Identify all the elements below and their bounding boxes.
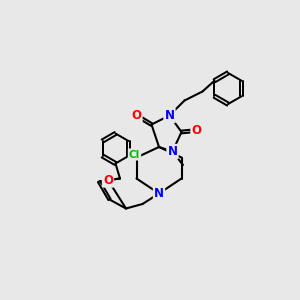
Text: N: N [164,109,175,122]
Text: Cl: Cl [129,149,140,160]
Text: O: O [131,109,142,122]
Text: N: N [154,187,164,200]
Text: O: O [103,173,113,187]
Text: N: N [167,145,178,158]
Text: O: O [191,124,202,137]
